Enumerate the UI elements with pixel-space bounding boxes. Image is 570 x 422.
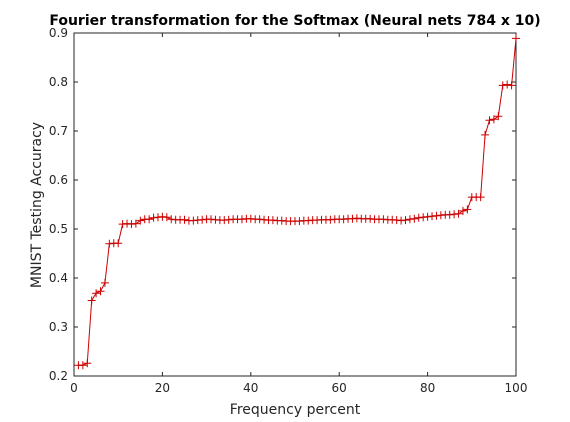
data-point — [401, 216, 410, 225]
data-point — [485, 116, 494, 125]
data-point — [463, 205, 472, 214]
data-point — [114, 239, 123, 248]
data-point — [498, 81, 507, 90]
data-point — [136, 216, 145, 225]
data-point — [494, 112, 503, 121]
data-point — [83, 359, 92, 368]
data-point — [507, 81, 516, 90]
data-point — [476, 193, 485, 202]
data-point — [96, 287, 105, 296]
data-point — [162, 213, 171, 222]
x-tick-label: 100 — [505, 381, 528, 395]
y-tick-label: 0.6 — [49, 173, 68, 187]
y-tick-label: 0.5 — [49, 222, 68, 236]
data-point — [100, 278, 109, 287]
data-point — [131, 219, 140, 228]
y-tick-label: 0.8 — [49, 75, 68, 89]
data-point — [78, 361, 87, 370]
data-point — [410, 214, 419, 223]
chart-title: Fourier transformation for the Softmax (… — [49, 13, 540, 29]
x-tick-label: 80 — [420, 381, 435, 395]
plot-area: 0 20 40 60 80 100 0.2 0.3 0.4 0.5 0.6 0.7 0.8 0.9 — [49, 26, 528, 395]
data-point — [481, 130, 490, 139]
y-axis-label: MNIST Testing Accuracy — [29, 122, 45, 288]
data-point — [503, 80, 512, 89]
data-point — [458, 206, 467, 215]
x-axis-label: Frequency percent — [230, 402, 361, 418]
x-tick-label: 40 — [243, 381, 258, 395]
x-tick-label: 0 — [70, 381, 78, 395]
y-tick-label: 0.9 — [49, 26, 68, 40]
data-point — [87, 296, 96, 305]
data-point — [489, 115, 498, 124]
axes-box — [73, 32, 517, 377]
x-tick-label: 60 — [332, 381, 347, 395]
data-point — [92, 289, 101, 298]
y-tick-label: 0.2 — [49, 369, 68, 383]
y-tick-label: 0.4 — [49, 271, 68, 285]
data-point — [512, 34, 520, 43]
y-tick-label: 0.3 — [49, 320, 68, 334]
data-point — [180, 215, 189, 224]
data-point — [454, 209, 463, 218]
y-tick-label: 0.7 — [49, 124, 68, 138]
x-tick-label: 20 — [155, 381, 170, 395]
data-point — [145, 215, 154, 224]
